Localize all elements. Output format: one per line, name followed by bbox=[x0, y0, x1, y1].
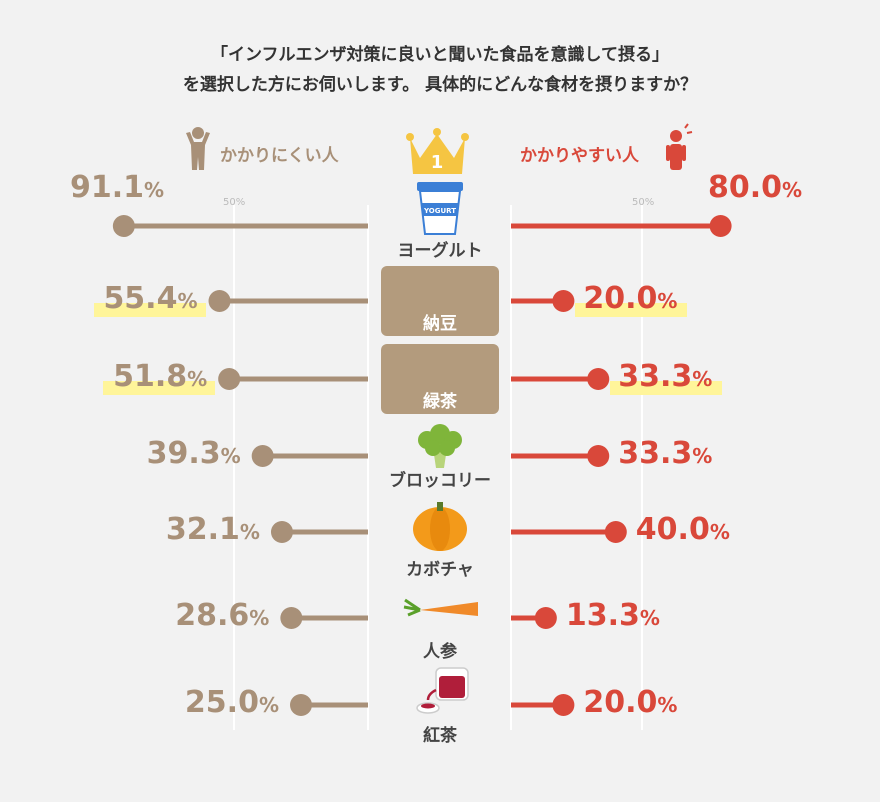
category-label: カボチャ bbox=[406, 560, 474, 580]
right-value-number: 20.0 bbox=[583, 281, 658, 316]
right-value-unit: % bbox=[657, 289, 678, 313]
right-value-number: 13.3 bbox=[565, 598, 640, 633]
gridlines bbox=[233, 205, 643, 730]
right-value-label: 80.0% bbox=[708, 170, 802, 208]
right-dot-3 bbox=[587, 445, 610, 467]
left-value-number: 28.6 bbox=[175, 598, 250, 633]
left-dot-1 bbox=[208, 290, 231, 312]
left-value-number: 39.3 bbox=[146, 436, 221, 471]
left-value-number: 55.4 bbox=[103, 281, 178, 316]
sick-person-icon bbox=[666, 123, 693, 170]
category-label: 人参 bbox=[423, 642, 457, 662]
category-label: ブロッコリー bbox=[389, 471, 491, 491]
yogurt-label: YOGURT bbox=[423, 207, 456, 215]
right-dot-6 bbox=[552, 694, 575, 716]
left-value-label: 25.0% bbox=[119, 685, 279, 723]
yogurt-icon: YOGURT bbox=[417, 182, 463, 235]
left-dot-0 bbox=[112, 215, 135, 237]
left-value-unit: % bbox=[187, 367, 208, 391]
right-value-label: 33.3% bbox=[618, 436, 712, 474]
left-value-number: 91.1 bbox=[70, 170, 145, 205]
left-value-unit: % bbox=[249, 606, 270, 630]
healthy-person-icon bbox=[186, 127, 210, 170]
right-value-label: 33.3% bbox=[618, 359, 712, 397]
right-value-label: 40.0% bbox=[636, 512, 730, 550]
black-tea-icon bbox=[416, 667, 469, 714]
food-highlight-box bbox=[381, 266, 499, 336]
left-value-unit: % bbox=[220, 444, 241, 468]
right-value-label: 13.3% bbox=[566, 598, 660, 636]
rank-number: 1 bbox=[431, 152, 444, 173]
left-value-unit: % bbox=[177, 289, 198, 313]
right-dot-1 bbox=[552, 290, 575, 312]
left-value-label: 91.1% bbox=[70, 170, 164, 208]
left-value-highlight bbox=[103, 381, 216, 395]
right-value-number: 33.3 bbox=[618, 436, 693, 471]
carrot-icon bbox=[403, 598, 478, 617]
right-value-unit: % bbox=[692, 367, 713, 391]
right-value-number: 40.0 bbox=[635, 512, 710, 547]
chart-title-line1: 「インフルエンザ対策に良いと聞いた食品を意識して摂る」 bbox=[211, 45, 669, 65]
left-dot-5 bbox=[280, 607, 303, 629]
left-value-unit: % bbox=[258, 693, 279, 717]
left-value-number: 25.0 bbox=[184, 685, 259, 720]
right-value-number: 80.0 bbox=[708, 170, 783, 205]
left-value-number: 51.8 bbox=[113, 359, 188, 394]
right-value-unit: % bbox=[692, 444, 713, 468]
gridline-label-left: 50% bbox=[223, 197, 246, 208]
left-value-label: 39.3% bbox=[81, 436, 241, 474]
category-label: 納豆 bbox=[423, 314, 457, 334]
right-value-number: 33.3 bbox=[618, 359, 693, 394]
legend-left-label: かかりにくい人 bbox=[220, 146, 339, 166]
category-label: 紅茶 bbox=[423, 726, 457, 746]
food-highlight-box bbox=[381, 344, 499, 414]
right-dot-0 bbox=[709, 215, 732, 237]
gridline-label-right: 50% bbox=[632, 197, 655, 208]
right-value-number: 20.0 bbox=[583, 685, 658, 720]
right-value-label: 20.0% bbox=[583, 685, 677, 723]
left-value-number: 32.1 bbox=[165, 512, 240, 547]
right-value-unit: % bbox=[639, 606, 660, 630]
chart-marks bbox=[112, 215, 732, 716]
right-value-unit: % bbox=[657, 693, 678, 717]
pumpkin-icon bbox=[413, 502, 467, 551]
right-dot-2 bbox=[587, 368, 610, 390]
left-dot-4 bbox=[270, 521, 293, 543]
right-value-unit: % bbox=[782, 178, 803, 202]
legend-right-label: かかりやすい人 bbox=[520, 146, 639, 166]
left-value-label: 55.4% bbox=[38, 281, 198, 319]
category-label: 緑茶 bbox=[423, 392, 457, 412]
chart-title-line2: を選択した方にお伺いします。 具体的にどんな食材を摂りますか？ bbox=[182, 75, 698, 95]
category-label: ヨーグルト bbox=[397, 241, 483, 261]
left-value-unit: % bbox=[239, 520, 260, 544]
right-dot-4 bbox=[604, 521, 627, 543]
left-value-highlight bbox=[93, 303, 206, 317]
left-dot-6 bbox=[290, 694, 312, 716]
right-dot-5 bbox=[534, 607, 557, 629]
left-value-label: 51.8% bbox=[47, 359, 207, 397]
left-dot-3 bbox=[251, 445, 274, 467]
left-value-label: 28.6% bbox=[109, 598, 269, 636]
broccoli-icon bbox=[418, 424, 462, 468]
crown-icon: 1 bbox=[406, 128, 469, 174]
right-value-highlight bbox=[610, 381, 723, 395]
left-dot-2 bbox=[218, 368, 241, 390]
right-value-unit: % bbox=[709, 520, 730, 544]
left-value-unit: % bbox=[144, 178, 165, 202]
right-value-label: 20.0% bbox=[583, 281, 677, 319]
right-value-highlight bbox=[575, 303, 688, 317]
left-value-label: 32.1% bbox=[100, 512, 260, 550]
